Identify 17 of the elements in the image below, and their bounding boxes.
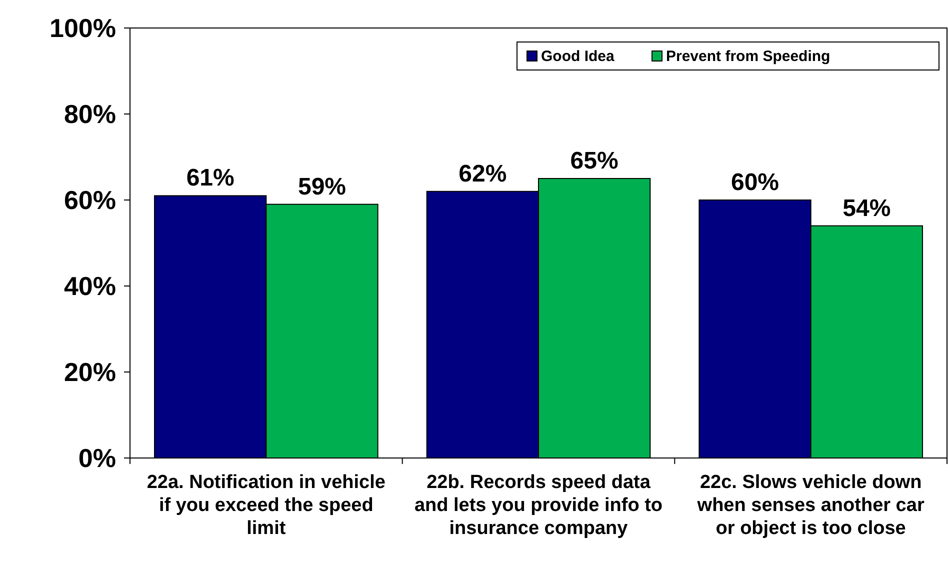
x-tick-label: 22c. Slows vehicle down when senses another car or object is too close bbox=[696, 472, 925, 539]
legend-label: Prevent from Speeding bbox=[666, 48, 830, 65]
y-tick-label: 80% bbox=[64, 99, 116, 130]
y-tick-label: 60% bbox=[64, 185, 116, 216]
data-label: 54% bbox=[842, 194, 891, 222]
y-tick-label: 40% bbox=[64, 271, 116, 302]
x-tick-label: 22a. Notification in vehicle if you exceed the speed limit bbox=[146, 472, 386, 539]
y-tick-label: 20% bbox=[64, 357, 116, 388]
data-label: 65% bbox=[570, 148, 618, 174]
data-label: 60% bbox=[730, 169, 780, 196]
data-label: 61% bbox=[186, 164, 234, 192]
x-tick-label: 22b. Records speed data and lets you provide info to insurance company bbox=[414, 472, 663, 539]
data-label: 62% bbox=[458, 160, 507, 188]
data-label: 59% bbox=[298, 173, 346, 200]
legend-label: Good Idea bbox=[541, 48, 615, 65]
y-tick-label: 0% bbox=[78, 443, 116, 474]
y-tick-label: 100% bbox=[50, 13, 116, 44]
